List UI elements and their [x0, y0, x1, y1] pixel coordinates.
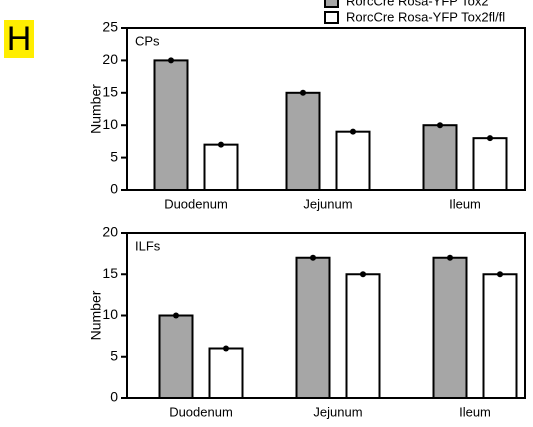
bar [482, 273, 518, 399]
bar [158, 314, 194, 399]
panel-label: H [7, 20, 32, 58]
mean-dot [437, 122, 443, 129]
y-tick-label: 10 [102, 116, 118, 132]
y-tick-label: 0 [110, 389, 118, 405]
x-tick-label: Duodenum [164, 196, 228, 211]
y-tick-label: 20 [102, 51, 118, 67]
x-tick-label: Ileum [459, 404, 491, 419]
bar [203, 143, 239, 191]
y-tick-label: 15 [102, 84, 118, 100]
mean-dot [497, 271, 503, 278]
bar [295, 256, 331, 399]
y-axis-label: Number [88, 84, 104, 134]
bar [432, 256, 468, 399]
bar [153, 59, 189, 192]
y-tick-label: 10 [102, 306, 118, 322]
legend-label: RorcCre Rosa-YFP Tox2fl/fl [346, 9, 505, 24]
panel-title: ILFs [135, 238, 161, 253]
mean-dot [218, 141, 224, 148]
y-axis-label: Number [88, 290, 104, 340]
mean-dot [487, 135, 493, 142]
legend-label: RorcCre Rosa-YFP Tox2 [346, 0, 489, 8]
y-tick-label: 25 [102, 19, 118, 35]
bar [422, 124, 458, 191]
x-tick-label: Ileum [449, 196, 481, 211]
y-tick-label: 5 [110, 347, 118, 363]
mean-dot [223, 345, 229, 352]
mean-dot [168, 57, 174, 64]
y-tick-label: 5 [110, 148, 118, 164]
x-tick-label: Jejunum [303, 196, 352, 211]
legend-swatch [324, 0, 339, 8]
y-tick-label: 15 [102, 265, 118, 281]
plot-frame [126, 27, 526, 191]
mean-dot [173, 312, 179, 319]
x-tick-label: Jejunum [313, 404, 362, 419]
bar [208, 347, 244, 399]
y-tick-label: 20 [102, 224, 118, 240]
legend-swatch [324, 11, 339, 24]
mean-dot [310, 254, 316, 261]
mean-dot [360, 271, 366, 278]
panel-title: CPs [135, 33, 160, 48]
bar [345, 273, 381, 399]
mean-dot [350, 128, 356, 135]
bar [472, 137, 508, 192]
bar [335, 130, 371, 191]
bar [285, 91, 321, 191]
mean-dot [447, 254, 453, 261]
y-tick-label: 0 [110, 181, 118, 197]
panel-label-bg [4, 20, 34, 58]
mean-dot [300, 89, 306, 96]
x-tick-label: Duodenum [169, 404, 233, 419]
